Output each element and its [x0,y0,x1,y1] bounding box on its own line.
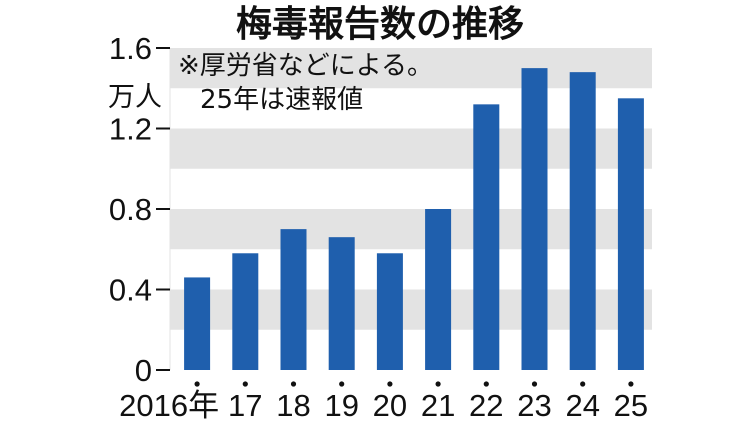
bar-20 [376,253,403,370]
x-tick-label: 19 [324,388,358,422]
x-tick-label: 24 [565,388,599,422]
x-tick-dot [290,381,297,387]
x-axis-labels: 2016年 17 18 19 20 21 22 23 24 25 [119,381,648,422]
x-tick-dot [194,381,200,387]
x-tick-dot [483,381,489,387]
bar-23 [521,68,548,370]
y-tick-label: 0.8 [109,192,152,227]
x-tick-label: 22 [469,388,503,422]
y-tick-label: 0.4 [109,273,152,308]
bar-17 [232,253,259,370]
x-tick-label: 23 [517,388,551,422]
y-axis-ticks: 0 0.4 0.8 1.2 1.6 [109,31,170,388]
note-line-2: 25年は速報値 [200,85,363,115]
x-tick-label: 21 [421,388,455,422]
bar-19 [328,237,355,370]
x-tick-dot [242,381,248,387]
y-unit-label: 万人 [108,82,162,113]
x-tick-label: 20 [373,388,407,422]
x-tick-dot [339,381,345,387]
x-tick-label: 2016年 [119,388,219,422]
x-tick-label: 25 [614,388,648,422]
bars [184,68,644,371]
x-tick-dot [435,381,441,387]
x-tick-dot [628,381,634,387]
bar-24 [569,72,596,371]
bar-25 [617,98,644,370]
bar-2016年 [184,277,211,370]
note-line-1: ※厚労省などによる。 [178,51,433,81]
y-tick-label: 1.6 [109,31,152,66]
x-tick-dot [387,381,393,387]
bar-18 [280,229,307,370]
x-tick-label: 17 [228,388,262,422]
x-tick-label: 18 [276,388,310,422]
x-tick-dot [580,381,586,387]
chart-title: 梅毒報告数の推移 [236,4,524,45]
bar-22 [473,104,500,370]
x-tick-dot [531,381,538,387]
y-tick-label: 1.2 [109,112,152,147]
y-tick-label: 0 [135,353,152,388]
bar-21 [425,209,452,370]
